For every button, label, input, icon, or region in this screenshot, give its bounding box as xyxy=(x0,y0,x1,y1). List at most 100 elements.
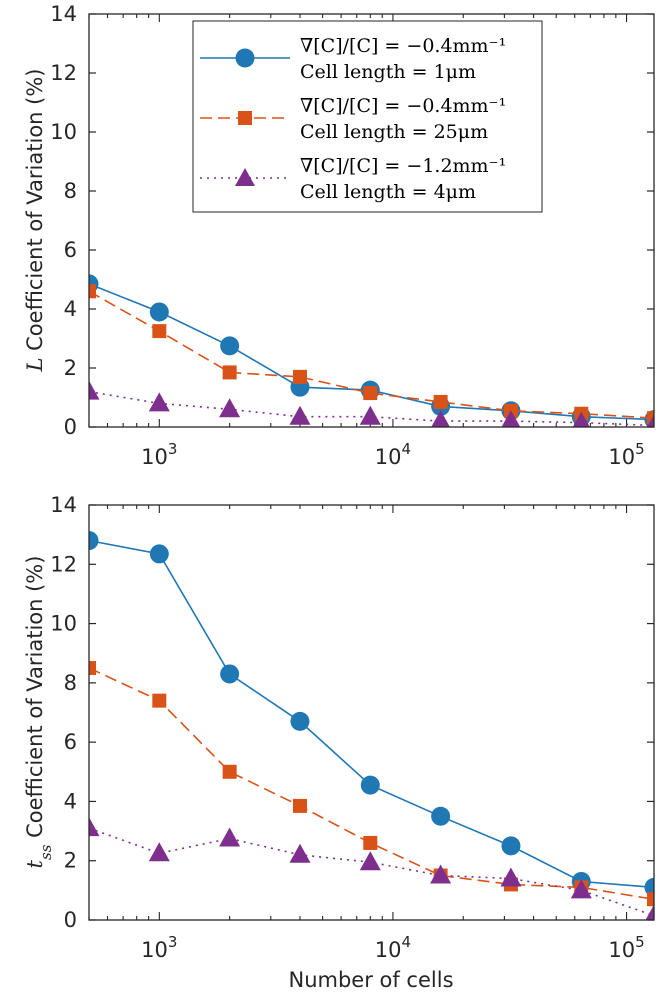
top-series-3-triangle-marker xyxy=(501,410,521,427)
bottom-y-tick-label: 0 xyxy=(64,908,77,932)
bottom-series-1-circle-marker xyxy=(220,664,240,684)
legend-entry-1-line2: Cell length = 1μm xyxy=(300,61,476,83)
top-series-2-square-marker xyxy=(292,369,307,384)
bottom-series-1-circle-marker xyxy=(360,775,380,795)
bottom-axes-box xyxy=(88,504,655,921)
top-series-3-triangle-marker xyxy=(572,411,590,427)
bottom-series-3-triangle-marker xyxy=(430,864,452,884)
top-series-line-2 xyxy=(89,290,654,419)
top-y-axis-label: L Coefficient of Variation (%) xyxy=(23,69,47,373)
top-y-tick-label: 14 xyxy=(50,2,77,26)
bottom-series-1-circle-marker xyxy=(644,877,654,897)
top-y-axis-var: L xyxy=(23,358,47,373)
bottom-y-tick-label: 4 xyxy=(64,789,77,813)
top-x-tick-labels: 103 104 105 xyxy=(141,440,645,469)
top-series-3-triangle-marker xyxy=(359,405,381,425)
bottom-y-axis-var: t xyxy=(23,859,47,868)
legend-marker-circle xyxy=(235,48,255,68)
bottom-x-tick-labels: 103 104 105 xyxy=(141,933,645,962)
top-series-2-square-marker xyxy=(647,411,654,426)
bottom-y-tick-label: 10 xyxy=(50,612,77,636)
bottom-series-2-square-marker xyxy=(89,661,96,676)
top-x-tick-label: 103 xyxy=(141,440,177,469)
bottom-series-3-triangle-marker xyxy=(570,879,592,899)
bottom-series-1-circle-marker xyxy=(431,806,451,826)
bottom-series-1-circle-marker xyxy=(501,836,521,856)
top-series-line-3 xyxy=(89,390,654,427)
top-series-3-triangle-marker xyxy=(89,380,100,400)
bottom-panel: 0 2 4 6 8 10 12 14 103 104 105 tss Coefficient of… xyxy=(23,493,655,992)
top-series-3-triangle-marker xyxy=(431,410,450,427)
bottom-series-2-square-marker xyxy=(292,798,307,813)
top-series-1-circle-marker xyxy=(220,336,240,356)
legend-entry-3-line2: Cell length = 4μm xyxy=(300,181,476,203)
bottom-x-axis-label: Number of cells xyxy=(288,968,453,992)
bottom-x-tick-label: 105 xyxy=(608,933,644,962)
top-series-2-square-marker xyxy=(433,394,448,409)
top-y-tick-label: 0 xyxy=(64,415,77,439)
legend-entry-3: ∇[C]/[C] = −1.2mm⁻¹ Cell length = 4μm xyxy=(200,155,506,203)
legend-entry-2-line1: ∇[C]/[C] = −0.4mm⁻¹ xyxy=(300,95,506,117)
top-series-2-square-marker xyxy=(222,365,237,380)
top-series-2-square-marker xyxy=(363,386,378,401)
bottom-y-axis-label: tss Coefficient of Variation (%) xyxy=(23,556,55,869)
legend-entry-2: ∇[C]/[C] = −0.4mm⁻¹ Cell length = 25μm xyxy=(200,95,506,143)
bottom-series-1-circle-marker xyxy=(149,544,169,564)
top-y-tick-label: 6 xyxy=(64,238,77,262)
legend-entry-1: ∇[C]/[C] = −0.4mm⁻¹ Cell length = 1μm xyxy=(200,35,506,83)
bottom-series-line-3 xyxy=(89,827,654,917)
top-panel: 0 2 4 6 8 10 12 14 103 104 105 L Coefficient of V… xyxy=(23,2,655,469)
top-y-tick-label: 12 xyxy=(50,61,77,85)
top-series-3-triangle-marker xyxy=(219,398,241,418)
bottom-x-tick-label: 104 xyxy=(375,933,411,962)
top-y-tick-label: 8 xyxy=(64,179,77,203)
bottom-series-3-triangle-marker xyxy=(219,827,241,847)
legend-entry-3-line1: ∇[C]/[C] = −1.2mm⁻¹ xyxy=(300,155,506,177)
legend: ∇[C]/[C] = −0.4mm⁻¹ Cell length = 1μm ∇[… xyxy=(192,20,543,213)
top-series-3-triangle-marker xyxy=(148,392,170,412)
bottom-axis-ticks xyxy=(88,504,654,921)
bottom-y-tick-label: 8 xyxy=(64,671,77,695)
bottom-y-axis-sub: ss xyxy=(37,844,55,860)
bottom-series-3-triangle-marker xyxy=(89,817,100,837)
bottom-y-tick-label: 6 xyxy=(64,730,77,754)
legend-entry-1-line1: ∇[C]/[C] = −0.4mm⁻¹ xyxy=(300,35,506,57)
bottom-y-axis-text: Coefficient of Variation (%) xyxy=(23,556,47,838)
top-axis-ticks xyxy=(88,13,654,428)
bottom-series-3-triangle-marker xyxy=(148,842,170,862)
top-axes-box xyxy=(88,13,655,428)
top-y-tick-labels: 0 2 4 6 8 10 12 14 xyxy=(50,2,77,439)
legend-marker-square xyxy=(238,111,252,125)
bottom-series-2-square-marker xyxy=(222,764,237,779)
bottom-series-3-triangle-marker xyxy=(359,851,381,871)
bottom-x-tick-label: 103 xyxy=(141,933,177,962)
bottom-series-3-triangle-marker xyxy=(289,843,311,863)
bottom-series-3-triangle-marker xyxy=(645,904,654,920)
top-series-2-square-marker xyxy=(89,284,96,299)
bottom-y-tick-label: 12 xyxy=(50,552,77,576)
top-x-tick-label: 104 xyxy=(375,440,411,469)
top-series-3-triangle-marker xyxy=(647,414,654,427)
top-y-axis-text: Coefficient of Variation (%) xyxy=(23,69,47,351)
bottom-y-tick-labels: 0 2 4 6 8 10 12 14 xyxy=(50,493,77,932)
bottom-series-1-circle-marker xyxy=(290,711,310,731)
top-y-tick-label: 4 xyxy=(64,297,77,321)
legend-entry-2-line2: Cell length = 25μm xyxy=(300,121,488,143)
top-y-tick-label: 10 xyxy=(50,120,77,144)
legend-marker-triangle xyxy=(235,168,255,186)
top-series-3-triangle-marker xyxy=(289,405,311,425)
bottom-series-1-circle-marker xyxy=(89,531,99,551)
bottom-series-2-square-marker xyxy=(363,835,378,850)
bottom-series-3-triangle-marker xyxy=(500,867,522,887)
bottom-y-tick-label: 14 xyxy=(50,493,77,517)
top-x-tick-label: 105 xyxy=(608,440,644,469)
bottom-series-2-square-marker xyxy=(152,693,167,708)
bottom-series-2-square-marker xyxy=(647,892,654,907)
bottom-plot-area xyxy=(89,505,654,920)
top-series-1-circle-marker xyxy=(149,302,169,322)
top-series-2-square-marker xyxy=(152,324,167,339)
top-series-group xyxy=(89,274,654,427)
bottom-y-tick-label: 2 xyxy=(64,849,77,873)
bottom-series-group xyxy=(89,531,654,920)
